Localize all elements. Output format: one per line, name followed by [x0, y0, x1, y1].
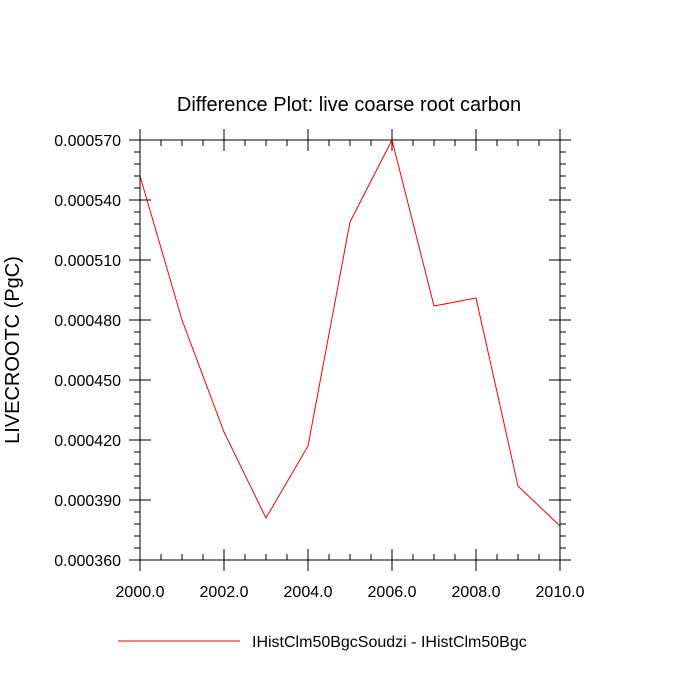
x-tick-label: 2000.0	[116, 584, 165, 601]
x-tick-label: 2010.0	[536, 584, 585, 601]
y-axis-label: LIVECROOTC (PgC)	[2, 256, 24, 444]
x-tick-label: 2002.0	[200, 584, 249, 601]
legend-label: IHistClm50BgcSoudzi - IHistClm50Bgc	[252, 634, 527, 651]
x-tick-label: 2006.0	[368, 584, 417, 601]
series-layer	[139, 139, 561, 527]
y-tick-label: 0.000570	[54, 133, 121, 150]
y-tick-label: 0.000420	[54, 433, 121, 450]
plot-frame	[139, 139, 561, 561]
legend: IHistClm50BgcSoudzi - IHistClm50Bgc	[118, 634, 527, 651]
chart-title: Difference Plot: live coarse root carbon	[177, 94, 521, 116]
y-tick-label: 0.000450	[54, 373, 121, 390]
y-tick-label: 0.000540	[54, 193, 121, 210]
y-tick-label: 0.000390	[54, 493, 121, 510]
series-line	[139, 139, 561, 527]
y-tick-label: 0.000480	[54, 313, 121, 330]
x-tick-label: 2004.0	[284, 584, 333, 601]
axis-ticks	[129, 129, 571, 571]
axis-tick-labels: 2000.0 2002.0 2004.0 2006.0 2008.0 2010.0 0.00…	[54, 133, 584, 601]
x-tick-label: 2008.0	[452, 584, 501, 601]
y-tick-label: 0.000360	[54, 553, 121, 570]
y-tick-label: 0.000510	[54, 253, 121, 270]
